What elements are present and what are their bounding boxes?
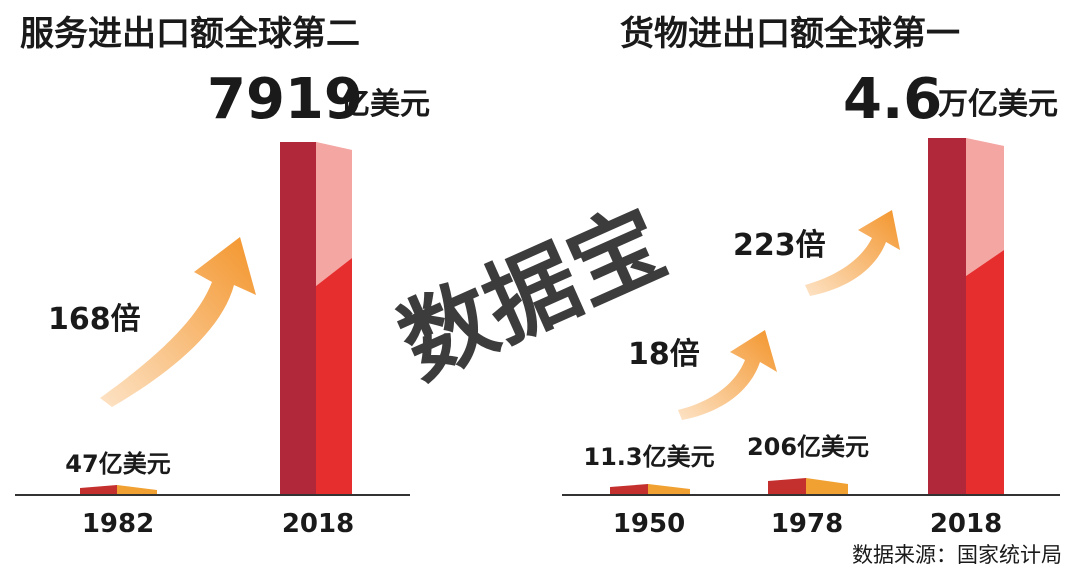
goods-bar-1978-front — [768, 478, 806, 495]
service-bar-2018-side-pink — [316, 142, 352, 286]
growth-arrow-1950-1978 — [678, 330, 777, 420]
goods-bar-1978-side — [806, 478, 848, 495]
service-tick-2018: 2018 — [282, 509, 354, 539]
goods-tick-1978: 1978 — [771, 509, 843, 539]
goods-bar-2018-side-pink — [966, 138, 1004, 276]
goods-tick-2018: 2018 — [930, 509, 1002, 539]
service-bar-2018-front — [280, 142, 316, 495]
goods-title: 货物进出口额全球第一 — [620, 14, 960, 54]
service-label-1982-value: 47亿美元 — [65, 450, 170, 478]
goods-bar-2018-side-red — [966, 250, 1004, 495]
service-bar-2018 — [280, 142, 352, 495]
goods-label-1950-value: 11.3亿美元 — [583, 443, 714, 471]
service-tick-1982: 1982 — [82, 509, 154, 539]
service-title: 服务进出口额全球第二 — [20, 14, 360, 54]
service-bar-1982-side — [117, 485, 157, 495]
growth-arrow-1978-2018 — [805, 210, 900, 296]
growth-label-18: 18倍 — [628, 337, 700, 372]
source-note: 数据来源：国家统计局 — [852, 543, 1062, 567]
goods-label-1978-value: 206亿美元 — [747, 433, 869, 461]
service-bar-2018-side-red — [316, 258, 352, 495]
goods-bar-1950-side — [648, 484, 690, 495]
goods-tick-1950: 1950 — [613, 509, 685, 539]
growth-arrow-1982-2018 — [100, 237, 256, 407]
service-bar-1982 — [80, 485, 157, 495]
goods-bar-2018-front — [928, 138, 966, 495]
goods-big-number: 4.6 — [843, 67, 942, 132]
goods-bar-1950-front — [610, 484, 648, 495]
service-big-unit: 亿美元 — [340, 87, 430, 122]
goods-bar-1950 — [610, 484, 690, 495]
goods-bar-2018 — [928, 138, 1004, 495]
growth-label-168: 168倍 — [48, 302, 141, 337]
service-big-number: 7919 — [207, 67, 363, 132]
growth-label-223: 223倍 — [733, 228, 826, 263]
goods-big-unit: 万亿美元 — [938, 87, 1058, 122]
service-bar-1982-front — [80, 485, 117, 495]
goods-bar-1978 — [768, 478, 848, 495]
